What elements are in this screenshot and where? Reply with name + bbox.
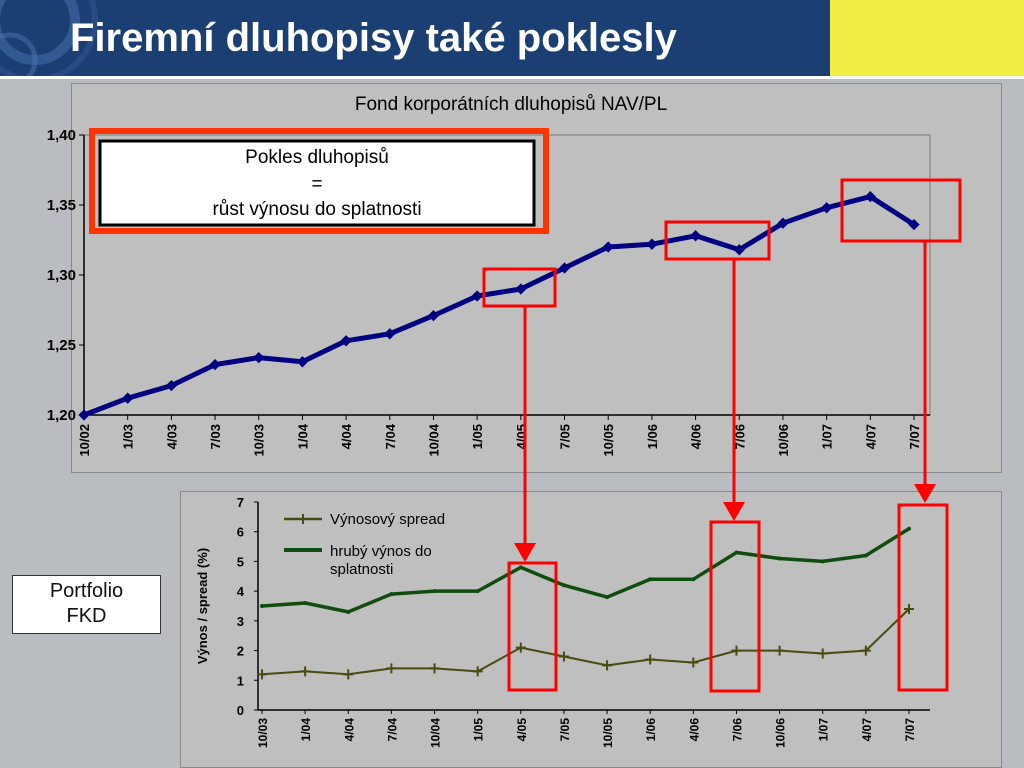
accent-block [830,0,1024,76]
portfolio-label-line-1: Portfolio [49,580,124,602]
portfolio-label-box: Portfolio FKD [12,575,161,634]
portfolio-label-line-2: FKD [66,605,107,627]
slide-title: Firemní dluhopisy také poklesly [70,16,677,60]
yield-chart-frame [180,491,1002,768]
nav-chart-frame [71,83,1002,473]
globe-decoration-icon [0,0,98,76]
header-divider [0,76,1024,79]
header-bar: Firemní dluhopisy také poklesly [0,0,830,76]
